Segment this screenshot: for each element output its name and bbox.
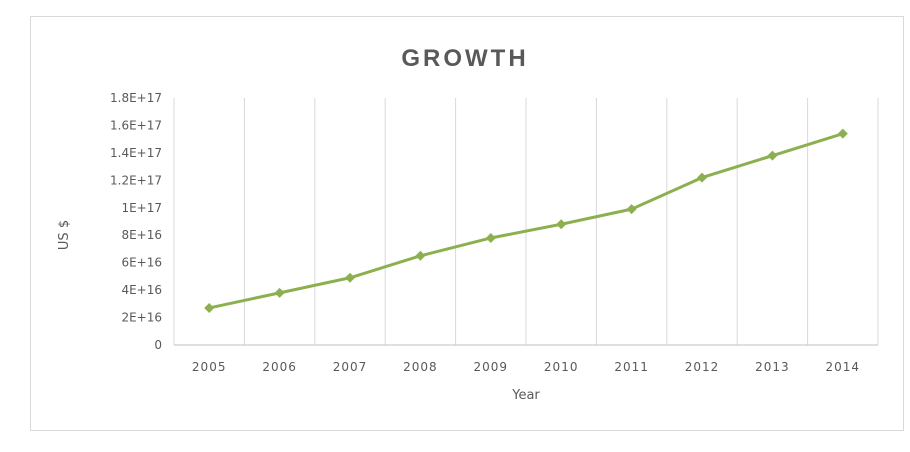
data-point	[204, 302, 215, 313]
y-tick-label: 1.8E+17	[110, 91, 162, 105]
y-axis-ticks: 0 2E+16 4E+16 6E+16 8E+16 1E+17 1.2E+17 1.4E+17…	[110, 91, 162, 352]
series-line	[208, 132, 844, 310]
data-point	[274, 287, 285, 298]
y-tick-label: 0	[154, 338, 162, 352]
y-tick-label: 6E+16	[121, 256, 162, 270]
x-axis-label: Year	[511, 388, 540, 403]
x-tick-label: 2009	[474, 360, 509, 374]
data-point	[556, 219, 567, 230]
data-point	[415, 250, 426, 261]
x-tick-label: 2013	[755, 360, 790, 374]
x-tick-label: 2012	[685, 360, 720, 374]
x-tick-label: 2005	[192, 360, 227, 374]
data-point	[837, 128, 848, 139]
data-point	[626, 204, 637, 215]
y-tick-label: 2E+16	[121, 311, 162, 325]
x-tick-label: 2014	[826, 360, 861, 374]
x-tick-label: 2008	[403, 360, 438, 374]
series-layer	[204, 128, 848, 313]
y-tick-label: 4E+16	[121, 283, 162, 297]
y-axis-label: US $	[57, 220, 72, 250]
y-tick-label: 8E+16	[121, 228, 162, 242]
y-tick-label: 1.6E+17	[110, 118, 162, 132]
x-tick-label: 2010	[544, 360, 579, 374]
x-tick-label: 2006	[262, 360, 297, 374]
x-tick-label: 2007	[333, 360, 368, 374]
chart-frame	[30, 16, 904, 431]
data-point	[697, 172, 707, 183]
chart-title: GROWTH	[401, 45, 528, 72]
x-axis-ticks: 2005 2006 2007 2008 2009 2010 2011 2012 2013 2014	[192, 360, 861, 374]
y-tick-label: 1E+17	[121, 201, 162, 215]
grid-lines	[173, 98, 879, 345]
y-tick-label: 1.2E+17	[110, 173, 162, 187]
data-point	[767, 150, 778, 161]
x-tick-label: 2011	[614, 360, 649, 374]
data-point	[345, 272, 355, 283]
data-point	[485, 232, 496, 243]
y-tick-label: 1.4E+17	[110, 146, 162, 160]
